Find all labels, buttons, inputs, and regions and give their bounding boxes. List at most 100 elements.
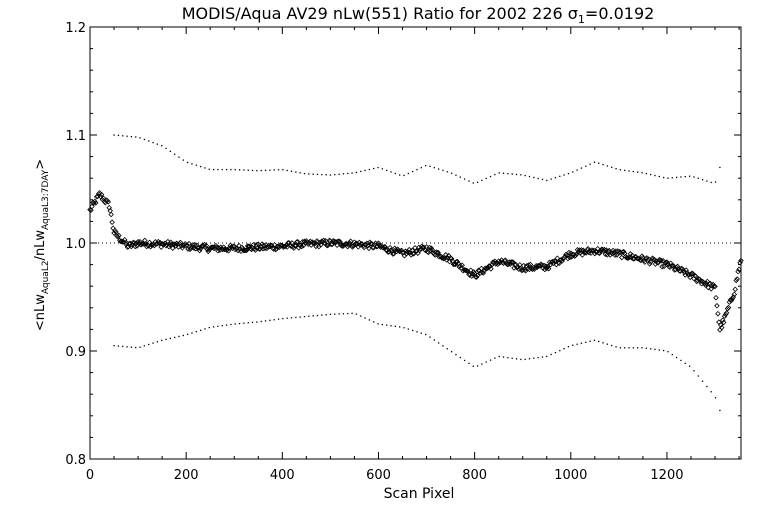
ratio-point — [121, 236, 128, 243]
upper-bound-point — [156, 143, 159, 145]
y-tick-label: 1.1 — [65, 129, 86, 144]
lower-bound-point — [684, 362, 686, 365]
upper-bound-point — [299, 172, 301, 174]
lower-bound-point — [269, 319, 271, 321]
upper-bound-point — [290, 170, 293, 172]
ratio-point — [546, 259, 553, 265]
upper-bound-point — [645, 172, 647, 175]
upper-bound-point — [321, 173, 323, 176]
ratio-point — [414, 248, 420, 254]
ratio-point — [543, 265, 550, 272]
upper-bound-point — [602, 163, 604, 166]
ratio-point — [387, 244, 393, 251]
ratio-point — [641, 257, 647, 264]
lower-bound-point — [277, 318, 280, 320]
ratio-point — [435, 249, 441, 256]
ratio-point — [105, 199, 112, 205]
upper-bound-point — [247, 169, 249, 171]
upper-bound-point — [433, 167, 435, 169]
ratio-point — [242, 247, 248, 254]
ratio-point — [659, 263, 665, 270]
lower-bound-point — [130, 346, 133, 348]
ratio-point — [316, 243, 322, 250]
ratio-point — [208, 244, 214, 251]
ratio-point — [391, 250, 397, 257]
upper-bound-point — [152, 141, 154, 144]
upper-bound-point — [650, 173, 652, 176]
ratio-point — [664, 259, 670, 265]
lower-bound-point — [502, 356, 505, 358]
upper-bound-point — [507, 173, 509, 175]
ratio-point — [169, 245, 176, 251]
lower-bound-point — [139, 346, 141, 348]
upper-bound-point — [654, 174, 656, 177]
ratio-point — [620, 248, 627, 255]
lower-bound-point — [195, 331, 197, 333]
upper-bound-point — [139, 137, 141, 139]
lower-bound-point — [533, 357, 535, 359]
lower-bound-point — [351, 312, 353, 315]
upper-bound-point — [416, 168, 418, 171]
ratio-point — [611, 249, 617, 256]
lower-bound-point — [450, 351, 453, 353]
ratio-point — [554, 255, 561, 261]
ratio-point — [293, 239, 300, 245]
ratio-point — [612, 252, 618, 258]
ratio-point — [132, 243, 138, 250]
upper-bound-point — [511, 173, 513, 175]
lower-bound-point — [161, 339, 163, 342]
lower-bound-point — [619, 347, 622, 349]
upper-bound-point — [191, 163, 193, 165]
upper-bound-point — [688, 175, 691, 177]
upper-bound-point — [174, 153, 176, 155]
upper-bound-point — [264, 169, 267, 172]
upper-bound-point — [710, 181, 712, 184]
lower-bound-point — [576, 343, 578, 345]
upper-bound-point — [351, 172, 353, 174]
upper-bound-point — [701, 179, 704, 181]
lower-bound-point — [632, 347, 635, 349]
ratio-point — [525, 262, 532, 268]
lower-bound-point — [706, 385, 708, 388]
ratio-point — [135, 238, 141, 245]
ratio-point — [163, 243, 169, 249]
lower-bound-point — [286, 317, 288, 319]
upper-bound-point — [178, 156, 180, 158]
ratio-point — [668, 263, 675, 269]
ratio-point — [428, 245, 435, 251]
upper-bound-point — [390, 171, 392, 173]
ratio-point — [448, 255, 455, 262]
lower-bound-point — [420, 332, 422, 334]
ratio-point — [243, 247, 249, 254]
upper-bound-point — [386, 169, 388, 172]
upper-bound-point — [429, 165, 431, 167]
lower-bound-point — [602, 342, 604, 344]
upper-bound-point — [269, 169, 271, 171]
upper-bound-point — [225, 168, 228, 171]
lower-bound-point — [714, 397, 717, 399]
ratio-point — [406, 246, 413, 253]
upper-bound-point — [554, 177, 557, 179]
ratio-point — [474, 272, 481, 279]
lower-bound-point — [554, 351, 557, 354]
upper-bound-point — [364, 169, 366, 172]
upper-bound-point — [334, 173, 336, 176]
lower-bound-point — [459, 356, 461, 359]
ratio-point — [116, 232, 122, 239]
upper-bound-point — [355, 171, 358, 174]
ratio-point — [302, 239, 309, 246]
lower-bound-point — [667, 351, 669, 353]
ratio-point — [600, 248, 607, 254]
upper-bound-point — [312, 173, 314, 175]
upper-bound-point — [658, 175, 660, 178]
lower-bound-point — [567, 346, 570, 348]
upper-bound-point — [606, 165, 609, 167]
upper-bound-point — [628, 170, 630, 172]
lower-bound-point — [152, 342, 154, 344]
ratio-point — [212, 244, 218, 251]
lower-bound-point — [528, 358, 531, 360]
lower-bound-point — [342, 313, 345, 315]
ratio-point — [485, 264, 491, 271]
upper-bound-point — [303, 172, 306, 175]
ratio-point — [88, 207, 94, 214]
